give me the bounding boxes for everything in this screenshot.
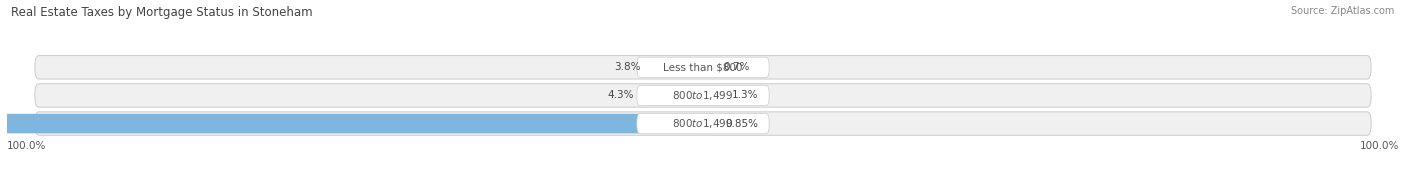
Text: 3.8%: 3.8% xyxy=(614,62,641,72)
Text: $800 to $1,499: $800 to $1,499 xyxy=(672,89,734,102)
FancyBboxPatch shape xyxy=(645,86,703,105)
Text: 1.3%: 1.3% xyxy=(731,91,758,101)
FancyBboxPatch shape xyxy=(652,58,703,77)
Text: Less than $800: Less than $800 xyxy=(664,62,742,72)
Text: 0.7%: 0.7% xyxy=(724,62,749,72)
FancyBboxPatch shape xyxy=(703,114,714,133)
Text: $800 to $1,499: $800 to $1,499 xyxy=(672,117,734,130)
Text: 100.0%: 100.0% xyxy=(7,141,46,151)
FancyBboxPatch shape xyxy=(703,86,720,105)
FancyBboxPatch shape xyxy=(35,84,1371,107)
FancyBboxPatch shape xyxy=(637,113,769,134)
Text: 4.3%: 4.3% xyxy=(607,91,634,101)
Text: 100.0%: 100.0% xyxy=(1360,141,1399,151)
FancyBboxPatch shape xyxy=(35,112,1371,135)
Text: Source: ZipAtlas.com: Source: ZipAtlas.com xyxy=(1291,6,1395,16)
FancyBboxPatch shape xyxy=(703,58,713,77)
Text: 0.85%: 0.85% xyxy=(725,119,758,129)
FancyBboxPatch shape xyxy=(35,56,1371,79)
FancyBboxPatch shape xyxy=(0,114,703,133)
Text: Real Estate Taxes by Mortgage Status in Stoneham: Real Estate Taxes by Mortgage Status in … xyxy=(11,6,314,19)
FancyBboxPatch shape xyxy=(637,57,769,77)
FancyBboxPatch shape xyxy=(637,85,769,106)
